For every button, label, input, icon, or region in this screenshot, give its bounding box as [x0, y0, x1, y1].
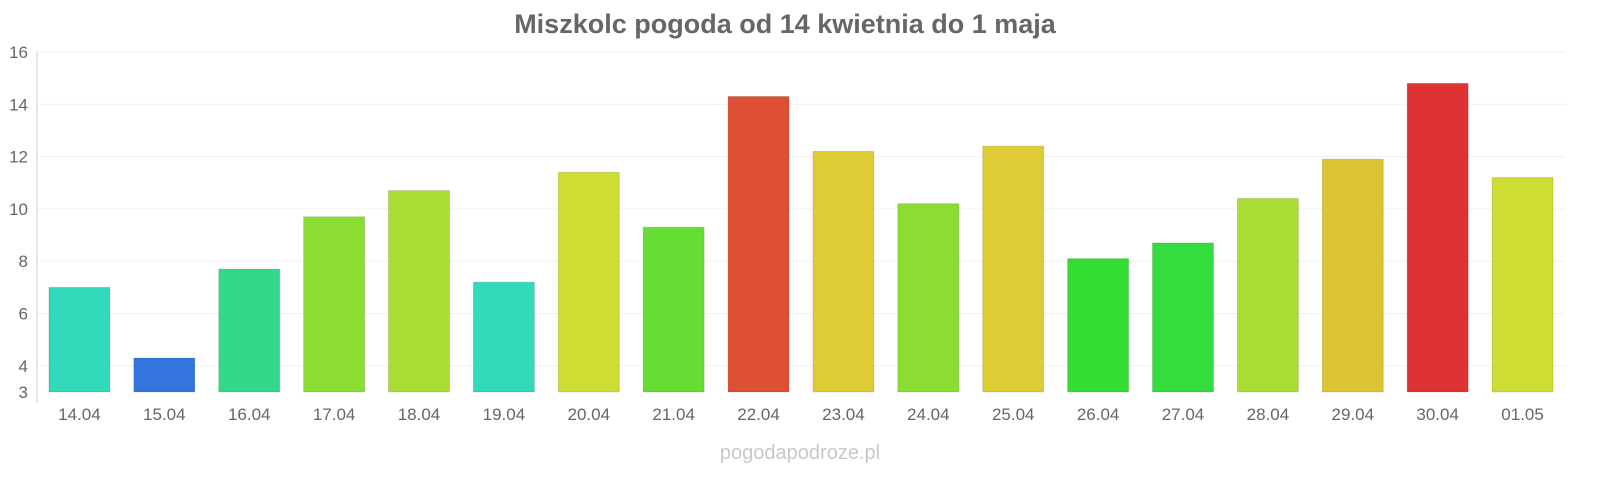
- bar-18.04: [388, 190, 450, 393]
- bar-29.04: [1321, 158, 1384, 393]
- y-tick-label: 3: [19, 383, 28, 402]
- x-tick-label: 01.05: [1501, 405, 1544, 424]
- bar-20.04: [557, 171, 620, 393]
- x-tick-label: 29.04: [1332, 405, 1375, 424]
- chart-title: Miszkolc pogoda od 14 kwietnia do 1 maja: [514, 9, 1057, 39]
- x-tick-label: 26.04: [1077, 405, 1120, 424]
- y-tick-label: 4: [19, 357, 28, 376]
- bars: [48, 82, 1554, 393]
- gridlines: [37, 51, 1565, 367]
- bar-25.04: [982, 145, 1045, 393]
- bar-19.04: [472, 281, 535, 393]
- y-tick-label: 16: [9, 43, 28, 62]
- bar-17.04: [303, 216, 366, 393]
- bar-22.04: [727, 95, 790, 393]
- y-tick-label: 8: [19, 252, 28, 271]
- bar-28.04: [1236, 197, 1299, 393]
- bar-15.04: [133, 357, 196, 393]
- bar-27.04: [1152, 242, 1214, 393]
- x-tick-label: 17.04: [313, 405, 356, 424]
- x-tick-label: 27.04: [1162, 405, 1205, 424]
- x-tick-label: 22.04: [737, 405, 780, 424]
- bar-14.04: [48, 286, 111, 393]
- bar-21.04: [642, 226, 705, 393]
- bar-24.04: [897, 203, 960, 393]
- x-tick-label: 15.04: [143, 405, 186, 424]
- y-tick-label: 6: [19, 305, 28, 324]
- y-axis: 3 4 6 8 10 12 14 16: [9, 43, 28, 402]
- x-tick-label: 23.04: [822, 405, 865, 424]
- x-tick-label: 24.04: [907, 405, 950, 424]
- x-tick-label: 18.04: [398, 405, 441, 424]
- bar-30.04: [1406, 82, 1469, 393]
- x-tick-label: 28.04: [1247, 405, 1290, 424]
- y-tick-label: 12: [9, 148, 28, 167]
- x-tick-label: 16.04: [228, 405, 271, 424]
- x-tick-label: 20.04: [568, 405, 611, 424]
- x-axis: 14.04 15.04 16.04 17.04 18.04 19.04 20.04 21.04…: [58, 405, 1544, 424]
- x-tick-label: 19.04: [483, 405, 526, 424]
- x-tick-label: 25.04: [992, 405, 1035, 424]
- x-tick-label: 14.04: [58, 405, 101, 424]
- watermark: pogodapodroze.pl: [720, 442, 880, 464]
- bar-26.04: [1067, 258, 1130, 393]
- x-tick-label: 21.04: [652, 405, 695, 424]
- bar-01.05: [1491, 177, 1554, 393]
- y-tick-label: 14: [9, 95, 28, 114]
- bar-16.04: [218, 268, 281, 393]
- x-tick-label: 30.04: [1416, 405, 1459, 424]
- y-tick-label: 10: [9, 200, 28, 219]
- bar-23.04: [812, 150, 875, 393]
